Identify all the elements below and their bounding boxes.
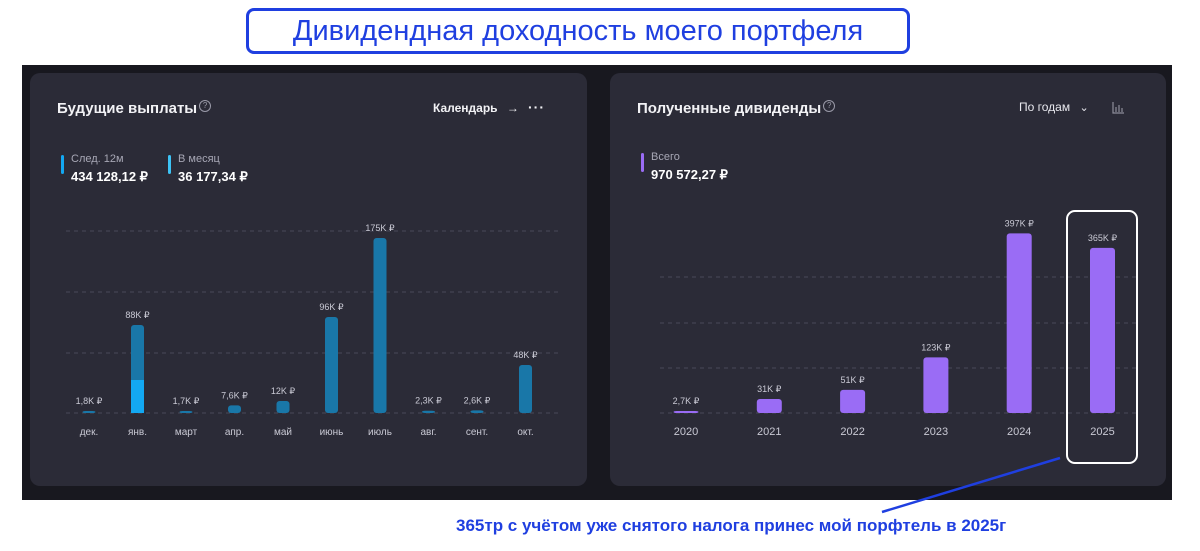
received-dividends-chart: 2,7K ₽ 2020 31K ₽ 2021 51K ₽ 2022 123K ₽ 2023 39… — [660, 218, 1140, 438]
stat-next-12m: След. 12м 434 128,12 ₽ — [61, 153, 148, 185]
tick-label: 2022 — [840, 426, 864, 438]
tick-label: 2025 — [1090, 426, 1114, 438]
stat-value: 36 177,34 ₽ — [178, 169, 248, 184]
stat-color-marker — [61, 155, 64, 174]
data-label: 397K ₽ — [1005, 218, 1035, 228]
panel-title: Полученные дивиденды? — [637, 100, 836, 117]
bar-chart-icon[interactable] — [1112, 101, 1125, 114]
period-select[interactable]: По годам ⌄ — [1019, 100, 1089, 114]
chart-bar[interactable] — [673, 411, 699, 413]
data-label: 1,7K ₽ — [173, 396, 200, 406]
chart-bar[interactable] — [373, 238, 387, 413]
period-label: По годам — [1019, 100, 1071, 114]
stat-color-marker — [641, 153, 644, 172]
chart-bar[interactable] — [228, 405, 241, 413]
chart-bar[interactable] — [276, 401, 290, 413]
data-label: 7,6K ₽ — [221, 390, 248, 400]
data-label: 2,6K ₽ — [464, 395, 491, 405]
tick-label: 2023 — [924, 426, 948, 438]
received-dividends-panel: Полученные дивиденды? По годам ⌄ Всего 9… — [610, 73, 1166, 486]
panel-title: Будущие выплаты? — [57, 100, 212, 117]
panel-title-text: Полученные дивиденды — [637, 100, 822, 117]
future-payouts-chart: 1,8K ₽ дек. 88K ₽ янв. 1,7K ₽ март 7,6K ₽ апр. 1… — [66, 223, 560, 438]
data-label: 175K ₽ — [365, 223, 395, 233]
stat-total: Всего 970 572,27 ₽ — [641, 151, 728, 183]
tick-label: июль — [368, 427, 392, 438]
future-payouts-panel: Будущие выплаты? Календарь → ··· След. 1… — [30, 73, 587, 486]
data-label: 48K ₽ — [513, 350, 538, 360]
chevron-down-icon: ⌄ — [1079, 102, 1089, 114]
data-label: 365K ₽ — [1088, 233, 1118, 243]
data-label: 51K ₽ — [840, 375, 865, 385]
chart-bar[interactable] — [179, 411, 193, 413]
calendar-label: Календарь — [433, 101, 498, 115]
chart-bar-highlight — [131, 380, 144, 413]
stat-label: Всего — [651, 151, 680, 163]
data-label: 31K ₽ — [757, 384, 782, 394]
tick-label: сент. — [466, 427, 488, 438]
chart-bar[interactable] — [923, 357, 949, 413]
tick-label: 2020 — [674, 426, 698, 438]
chart-bar[interactable] — [470, 410, 484, 413]
chart-bar[interactable] — [422, 410, 435, 413]
stat-color-marker — [168, 155, 171, 174]
stat-value: 434 128,12 ₽ — [71, 169, 148, 184]
help-icon[interactable]: ? — [823, 100, 836, 112]
tick-label: 2024 — [1007, 426, 1031, 438]
help-icon[interactable]: ? — [199, 100, 212, 112]
chart-bar[interactable] — [840, 389, 866, 413]
data-label: 2,3K ₽ — [415, 396, 442, 406]
chart-bar[interactable] — [1090, 247, 1115, 413]
chart-bar[interactable] — [519, 365, 532, 413]
calendar-link[interactable]: Календарь → — [433, 101, 519, 115]
tick-label: окт. — [517, 427, 533, 438]
tick-label: май — [274, 427, 292, 438]
chart-bar[interactable] — [1006, 233, 1032, 413]
chart-bar[interactable] — [756, 398, 782, 413]
tick-label: март — [175, 427, 198, 438]
highlight-box-2025 — [1066, 210, 1138, 464]
tick-label: апр. — [225, 427, 244, 438]
data-label: 96K ₽ — [319, 302, 344, 312]
arrow-right-icon: → — [506, 101, 519, 115]
tick-label: июнь — [320, 427, 344, 438]
more-icon[interactable]: ··· — [528, 99, 545, 115]
data-label: 123K ₽ — [921, 342, 951, 352]
tick-label: янв. — [128, 427, 147, 438]
data-label: 2,7K ₽ — [673, 396, 700, 406]
data-label: 12K ₽ — [271, 386, 296, 396]
chart-bar[interactable] — [325, 317, 338, 413]
stat-per-month: В месяц 36 177,34 ₽ — [168, 153, 248, 185]
chart-bar[interactable] — [82, 411, 96, 413]
stat-label: След. 12м — [71, 153, 124, 165]
page-title: Дивидендная доходность моего портфеля — [246, 8, 910, 54]
data-label: 1,8K ₽ — [76, 396, 103, 406]
annotation-caption: 365тр с учётом уже снятого налога принес… — [456, 516, 1007, 535]
tick-label: авг. — [420, 427, 436, 438]
tick-label: 2021 — [757, 426, 781, 438]
panel-title-text: Будущие выплаты — [57, 100, 198, 117]
stat-value: 970 572,27 ₽ — [651, 167, 728, 182]
tick-label: дек. — [80, 427, 99, 438]
data-label: 88K ₽ — [125, 310, 150, 320]
stat-label: В месяц — [178, 153, 220, 165]
